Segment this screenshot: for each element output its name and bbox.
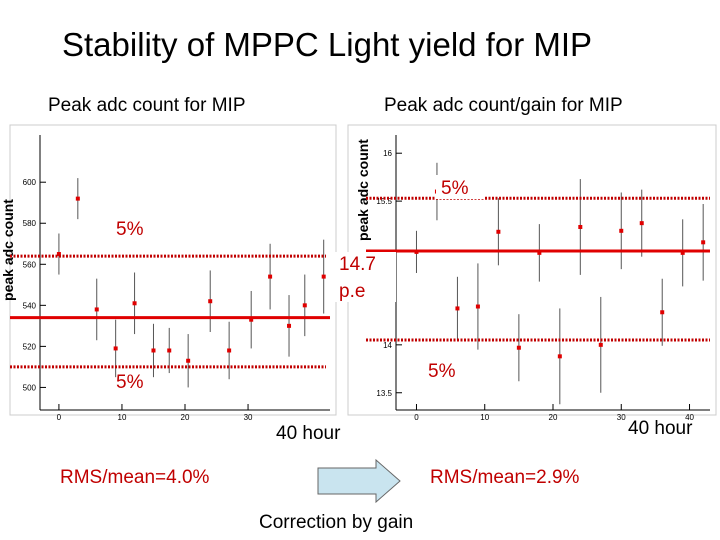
right-data-point xyxy=(557,354,562,359)
left-ytick-label: 520 xyxy=(23,342,37,351)
left-xtick-label: 0 xyxy=(57,413,62,422)
right-xtick-label: 30 xyxy=(617,413,626,422)
left-ytick-label: 540 xyxy=(23,301,37,310)
right-data-point xyxy=(619,228,624,233)
arrow-right-icon xyxy=(317,458,401,504)
left-x-axis-label: 40 hour xyxy=(276,423,341,444)
left-band-low-label: 5% xyxy=(116,372,144,393)
left-chart: peak adc count 500 520 540 560 580 600 0 10 20 3… xyxy=(0,124,337,422)
right-ytick-label: 15.5 xyxy=(376,197,392,206)
right-data-point xyxy=(537,250,542,255)
left-ytick-label: 500 xyxy=(23,383,37,392)
slide-title: Stability of MPPC Light yield for MIP xyxy=(62,26,593,63)
right-band-low-label: 5% xyxy=(428,361,456,382)
right-xtick-label: 40 xyxy=(685,413,694,422)
rms-left-text: RMS/mean=4.0% xyxy=(60,467,210,488)
right-x-ticks: 0 10 20 30 40 xyxy=(414,404,695,422)
left-xtick-label: 20 xyxy=(181,413,190,422)
right-data-point xyxy=(516,345,521,350)
left-data-point xyxy=(151,348,156,353)
left-data-point xyxy=(249,317,254,322)
right-ytick-label: 13.5 xyxy=(376,389,392,398)
right-xtick-label: 20 xyxy=(549,413,558,422)
right-ytick-label: 16 xyxy=(383,149,392,158)
left-data-point xyxy=(287,323,292,328)
left-x-ticks: 0 10 20 30 xyxy=(57,404,253,422)
left-y-ticks: 500 520 540 560 580 600 xyxy=(23,178,46,392)
right-data-point xyxy=(578,224,583,229)
right-data-point xyxy=(496,229,501,234)
left-data-point xyxy=(186,358,191,363)
right-data-point xyxy=(639,221,644,226)
mean-label-line2: p.e xyxy=(339,281,365,302)
left-data-point xyxy=(302,303,307,308)
left-xlabel-bg xyxy=(270,418,368,444)
left-data-point xyxy=(321,274,326,279)
left-ytick-label: 560 xyxy=(23,260,37,269)
right-y-axis-label: peak adc count xyxy=(355,139,371,241)
left-data-point xyxy=(227,348,232,353)
left-band-high-label: 5% xyxy=(116,219,144,240)
left-data-point xyxy=(113,346,118,351)
right-band-high-label: 5% xyxy=(441,178,469,199)
left-chart-title: Peak adc count for MIP xyxy=(48,95,246,116)
right-data-point xyxy=(598,342,603,347)
right-ytick-label: 14 xyxy=(383,341,392,350)
right-chart-frame xyxy=(347,124,717,416)
left-data-point xyxy=(208,299,213,304)
left-band-high-label-bg xyxy=(110,216,158,240)
left-xtick-label: 30 xyxy=(244,413,253,422)
right-chart: peak adc count 13.5 14 15.5 16 0 10 20 30 40 xyxy=(347,124,717,422)
left-data-point xyxy=(56,252,61,257)
right-data-point xyxy=(680,250,685,255)
right-xtick-label: 10 xyxy=(480,413,489,422)
left-y-axis-label: peak adc count xyxy=(0,199,16,301)
right-data-point xyxy=(475,304,480,309)
right-data-point xyxy=(660,310,665,315)
left-data-point xyxy=(268,274,273,279)
right-xtick-label: 0 xyxy=(414,413,419,422)
left-data-point xyxy=(94,307,99,312)
mean-label-line1: 14.7 xyxy=(339,254,376,275)
mean-label-bg xyxy=(334,252,396,302)
left-xtick-label: 10 xyxy=(118,413,127,422)
left-data-point xyxy=(75,196,80,201)
left-ytick-label: 600 xyxy=(23,178,37,187)
left-ytick-label: 580 xyxy=(23,219,37,228)
right-data-point xyxy=(701,240,706,245)
right-data-point xyxy=(455,306,460,311)
left-data-point xyxy=(167,348,172,353)
left-data-point xyxy=(132,301,137,306)
right-band-high-label-bg xyxy=(436,175,484,199)
correction-text: Correction by gain xyxy=(259,512,414,533)
rms-right-text: RMS/mean=2.9% xyxy=(430,467,580,488)
right-chart-title: Peak adc count/gain for MIP xyxy=(384,95,623,116)
right-x-axis-label: 40 hour xyxy=(628,418,693,439)
right-y-ticks: 13.5 14 15.5 16 xyxy=(376,149,402,398)
